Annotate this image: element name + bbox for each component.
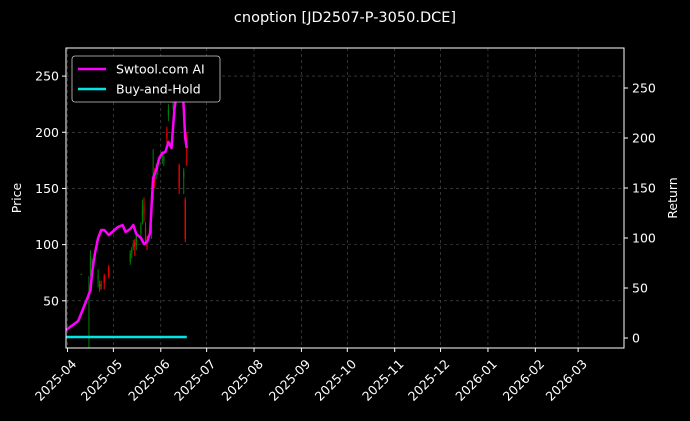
candle-body xyxy=(108,267,110,277)
candle-body xyxy=(161,154,163,157)
legend-label-buy-and-hold: Buy-and-Hold xyxy=(116,82,201,97)
x-tick-label: 2025-08 xyxy=(218,356,266,404)
x-tick-label: 2025-12 xyxy=(405,356,453,404)
x-tick-label: 2025-10 xyxy=(312,356,360,404)
candle-body xyxy=(131,250,133,254)
x-tick-label: 2025-04 xyxy=(32,356,80,404)
candle-body xyxy=(134,242,136,247)
x-tick-label: 2025-06 xyxy=(125,356,173,404)
y-left-tick-label: 100 xyxy=(35,237,59,252)
y-left-tick-label: 150 xyxy=(35,181,59,196)
candle-body xyxy=(184,199,186,240)
y-axis-right: 0 50 100 150 200 250 xyxy=(624,81,656,346)
candle-body xyxy=(100,283,102,287)
y-right-tick-label: 150 xyxy=(632,181,656,196)
candle-body xyxy=(144,227,147,234)
chart-title: cnoption [JD2507-P-3050.DCE] xyxy=(234,10,456,26)
candle-body xyxy=(146,242,148,247)
candle-body xyxy=(163,156,165,161)
y-right-tick-label: 0 xyxy=(632,331,640,346)
x-tick-label: 2026-02 xyxy=(500,356,548,404)
y-axis-left-label: Price xyxy=(9,182,24,213)
y-right-tick-label: 50 xyxy=(632,281,648,296)
candle-body xyxy=(91,260,93,265)
candle-body xyxy=(129,253,131,262)
candle-body xyxy=(135,235,137,245)
y-right-tick-label: 250 xyxy=(632,81,656,96)
y-left-tick-label: 250 xyxy=(35,69,59,84)
candle-body xyxy=(166,132,168,138)
y-axis-left: 50 100 150 200 250 xyxy=(35,69,66,308)
candle-body xyxy=(141,210,144,217)
candle-body xyxy=(97,276,99,279)
candle-body xyxy=(154,177,156,183)
candle-body xyxy=(99,283,101,290)
x-tick-label: 2026-01 xyxy=(452,356,500,404)
candle-body xyxy=(183,171,185,178)
candle-body xyxy=(140,224,142,234)
candle-body xyxy=(167,109,170,116)
plot-frame xyxy=(65,47,625,349)
x-tick-label: 2025-05 xyxy=(78,356,126,404)
legend-label-strategy: Swtool.com AI xyxy=(116,62,205,77)
candle-body xyxy=(80,273,82,275)
candle-body xyxy=(150,231,153,234)
y-right-tick-label: 200 xyxy=(632,131,656,146)
candle-body xyxy=(88,300,90,302)
candle-body xyxy=(132,244,134,247)
candle-body xyxy=(103,276,105,283)
candle-body xyxy=(89,255,92,273)
candle-body xyxy=(178,165,180,189)
legend-box xyxy=(71,55,221,103)
y-right-tick-label: 100 xyxy=(632,231,656,246)
y-left-tick-label: 50 xyxy=(43,293,59,308)
y-axis-right-label: Return xyxy=(665,177,680,218)
x-tick-label: 2025-07 xyxy=(171,356,219,404)
y-left-tick-label: 200 xyxy=(35,125,59,140)
x-tick-label: 2026-03 xyxy=(543,356,591,404)
x-tick-label: 2025-09 xyxy=(266,356,314,404)
legend: Swtool.com AI Buy-and-Hold xyxy=(71,55,221,103)
x-tick-label: 2025-11 xyxy=(359,356,407,404)
candle-body xyxy=(143,205,145,214)
